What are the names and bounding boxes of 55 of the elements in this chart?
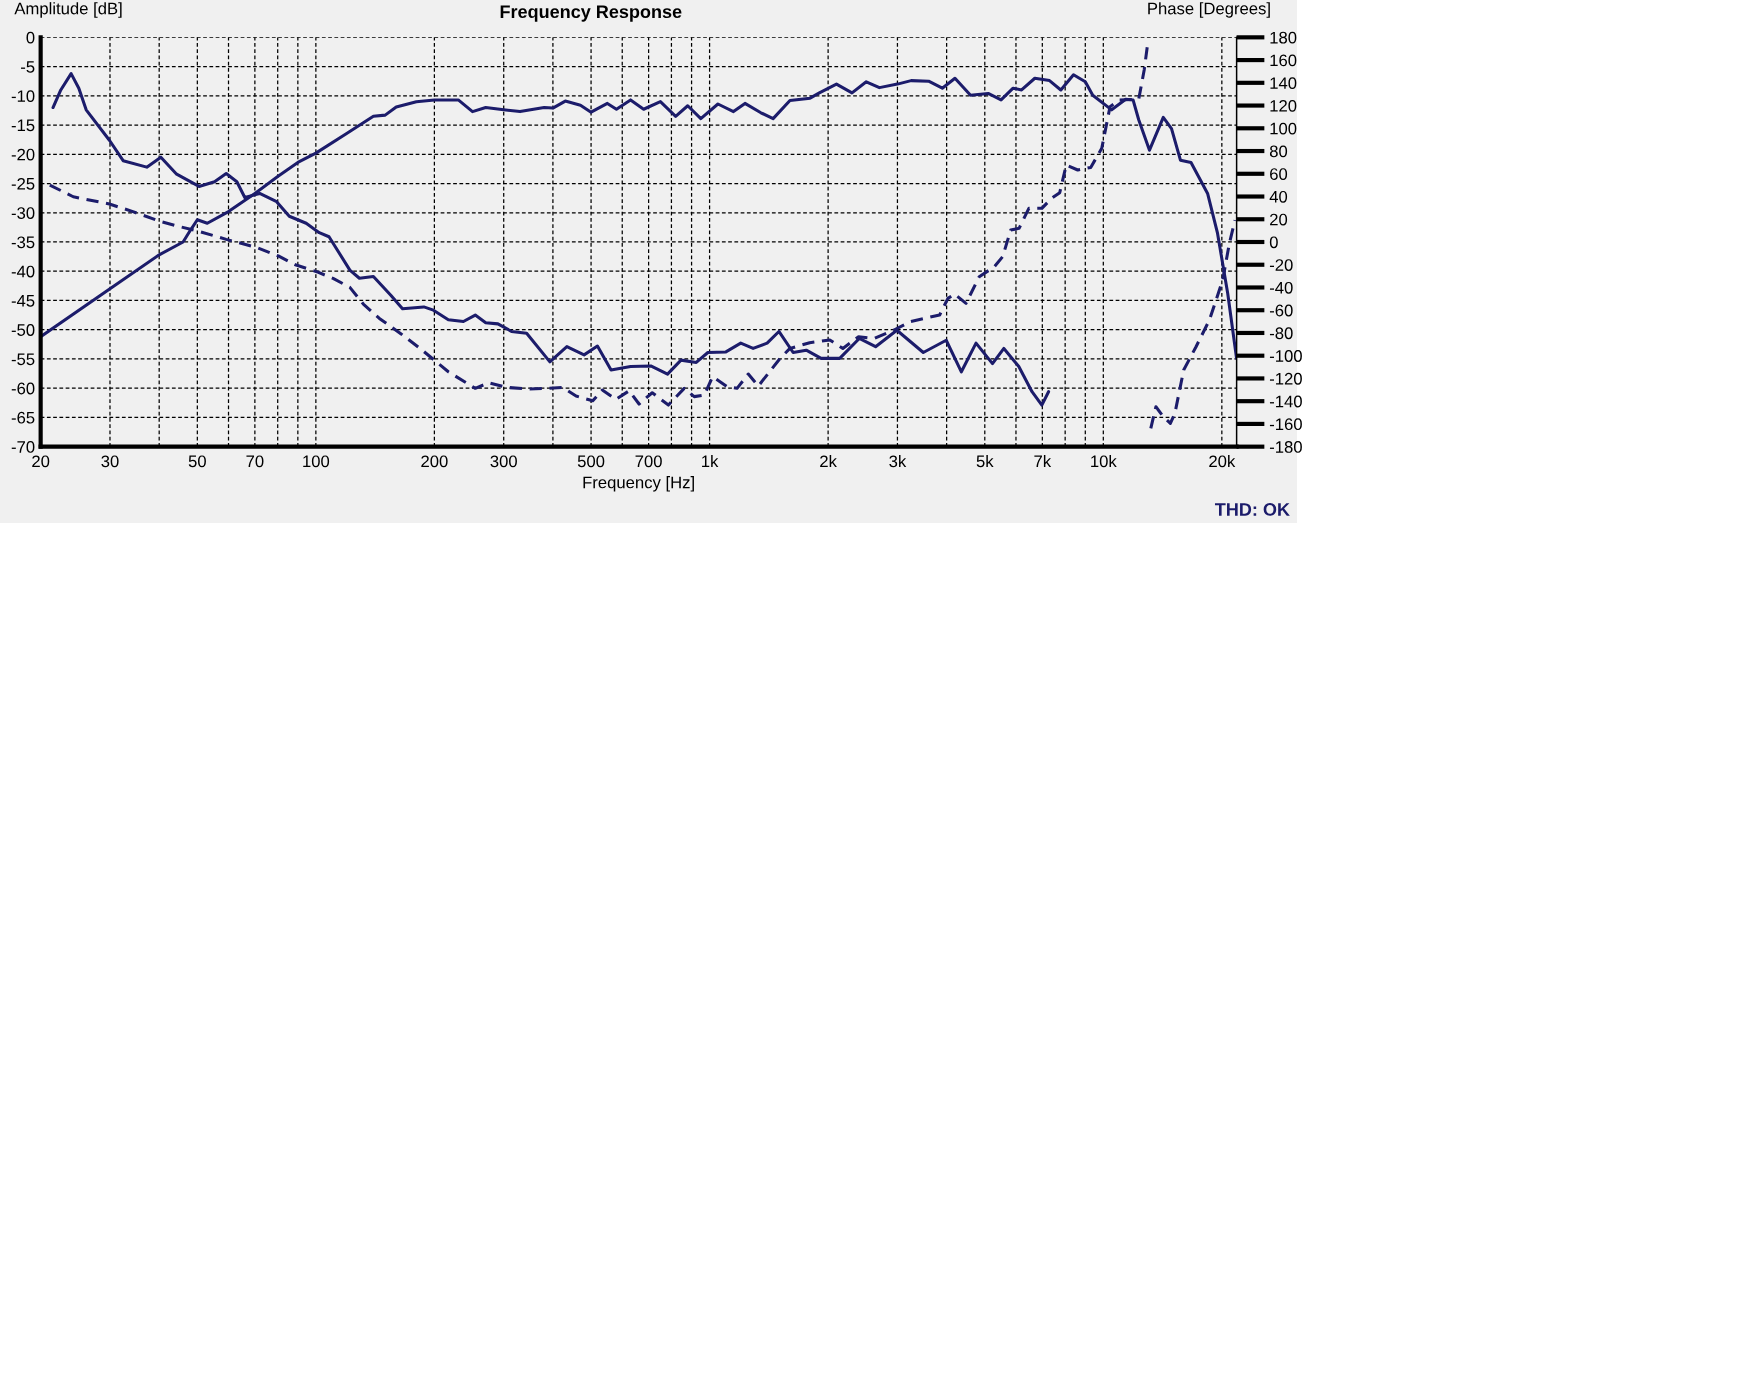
y2-tick-label: -100 xyxy=(1269,350,1302,362)
y2-tick-label: -80 xyxy=(1269,327,1293,340)
y2-tick-label: -40 xyxy=(1269,281,1293,294)
y2-tick-label: -140 xyxy=(1269,395,1302,408)
x-tick-label: 50 xyxy=(188,455,206,468)
y2-tick-label: 20 xyxy=(1270,213,1288,226)
y-tick-label: -45 xyxy=(11,295,35,307)
y2-tick-label: 120 xyxy=(1270,99,1297,112)
y2-tick-label: -160 xyxy=(1269,418,1302,431)
y2-tick-label: -120 xyxy=(1269,372,1302,385)
x-tick-label: 1k xyxy=(702,454,719,468)
x-tick-label: 30 xyxy=(101,455,119,468)
x-tick-label: 200 xyxy=(421,455,448,468)
y-tick-label: -15 xyxy=(11,119,35,132)
x-tick-label: 2k xyxy=(820,454,837,468)
x-tick-label: 500 xyxy=(577,455,605,468)
x-tick-label: 7k xyxy=(1034,454,1052,468)
y-tick-label: -50 xyxy=(11,324,35,336)
x-axis-title: Frequency [Hz] xyxy=(583,476,694,492)
y-tick-label: -20 xyxy=(11,148,35,161)
x-tick-label: 70 xyxy=(246,455,264,468)
y-tick-label: -10 xyxy=(11,90,35,103)
y2-tick-label: -180 xyxy=(1269,441,1302,453)
y-tick-label: -60 xyxy=(11,382,35,395)
x-tick-label: 10k xyxy=(1091,454,1117,468)
y2-tick-label: 180 xyxy=(1270,31,1297,44)
y2-tick-label: 140 xyxy=(1270,77,1297,90)
y-tick-label: -30 xyxy=(11,207,35,219)
x-tick-label: 3k xyxy=(889,454,907,468)
y-tick-label: -65 xyxy=(11,411,35,424)
x-tick-label: 20k xyxy=(1209,454,1236,468)
y-tick-label: -5 xyxy=(21,61,35,73)
chart-title: Frequency Response xyxy=(500,5,682,22)
y2-tick-label: 0 xyxy=(1269,236,1278,249)
x-tick-label: 20 xyxy=(32,455,50,468)
y-tick-label: -55 xyxy=(11,353,35,366)
x-tick-label: 700 xyxy=(635,455,662,468)
x-tick-label: 300 xyxy=(490,455,517,468)
y2-tick-label: -20 xyxy=(1269,259,1293,271)
x-tick-label: 100 xyxy=(303,455,330,468)
x-tick-label: 5k xyxy=(976,454,994,468)
y2-axis-title: Phase [Degrees] xyxy=(1148,2,1270,18)
y-tick-label: -25 xyxy=(11,177,35,190)
y2-tick-label: 40 xyxy=(1269,190,1288,203)
y2-tick-label: -60 xyxy=(1269,304,1293,317)
y2-tick-label: 100 xyxy=(1270,122,1297,135)
y2-tick-label: 160 xyxy=(1270,54,1297,67)
text: THD: OK xyxy=(1214,503,1290,516)
y-axis-title: Amplitude [dB] xyxy=(14,2,122,18)
y-tick-label: 0 xyxy=(26,31,35,44)
y-tick-label: -35 xyxy=(11,236,35,249)
y-tick-label: -40 xyxy=(11,265,35,278)
y-tick-label: -70 xyxy=(11,441,35,453)
y2-tick-label: 80 xyxy=(1269,145,1288,158)
y2-tick-label: 60 xyxy=(1270,168,1288,180)
